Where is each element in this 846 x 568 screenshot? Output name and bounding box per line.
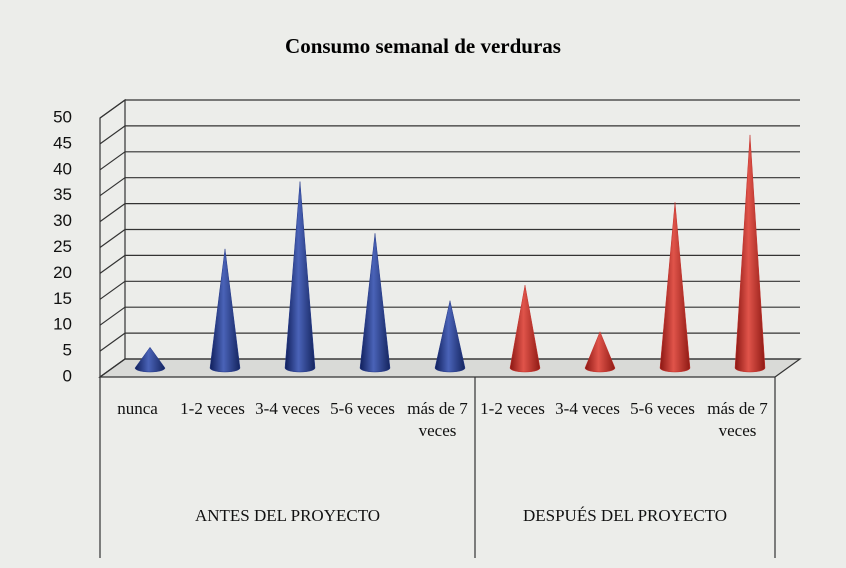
grid-line <box>99 280 800 300</box>
cone <box>509 285 541 373</box>
y-tick-label: 10 <box>53 315 72 334</box>
x-tick-label: nunca <box>117 399 158 418</box>
grid-line <box>99 203 800 223</box>
grid-line <box>99 332 800 352</box>
cone <box>359 233 391 373</box>
x-tick-label: 1-2 veces <box>480 399 545 418</box>
x-tick-label: 5-6 veces <box>330 399 395 418</box>
grid-line <box>99 177 800 197</box>
cone <box>434 300 466 373</box>
group-label: DESPUÉS DEL PROYECTO <box>522 506 728 525</box>
grid-line <box>99 358 800 378</box>
cone <box>284 181 316 373</box>
grid-line <box>99 151 800 171</box>
x-tick-label: 1-2 veces <box>180 399 245 418</box>
y-tick-label: 50 <box>53 107 72 126</box>
grid-line <box>99 306 800 326</box>
y-tick-label: 25 <box>53 237 72 256</box>
y-tick-label: 30 <box>53 211 72 230</box>
y-tick-label: 0 <box>63 366 72 385</box>
y-tick-label: 15 <box>53 289 72 308</box>
group-label: ANTES DEL PROYECTO <box>194 506 381 525</box>
grid-line <box>99 125 800 145</box>
x-tick-label: más de 7 veces <box>407 399 468 440</box>
y-tick-label: 40 <box>53 159 72 178</box>
x-tick-label: 3-4 veces <box>255 399 320 418</box>
grid-line <box>99 254 800 274</box>
x-tick-label: 3-4 veces <box>555 399 620 418</box>
x-tick-label: más de 7 veces <box>707 399 768 440</box>
grid-line <box>99 99 800 119</box>
y-tick-label: 45 <box>53 133 72 152</box>
cone <box>209 248 241 373</box>
cone <box>134 346 166 373</box>
chart-title: Consumo semanal de verduras <box>285 34 561 58</box>
x-tick-label: 5-6 veces <box>630 399 695 418</box>
cone <box>584 331 616 373</box>
cone <box>659 202 691 373</box>
y-tick-label: 5 <box>63 341 72 360</box>
y-tick-label: 35 <box>53 185 72 204</box>
y-tick-label: 20 <box>53 263 72 282</box>
cone <box>734 134 766 373</box>
grid-line <box>99 228 800 248</box>
